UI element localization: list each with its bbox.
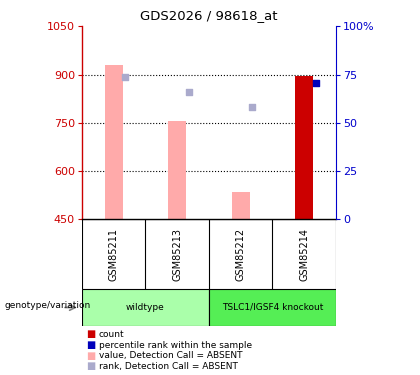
Text: GSM85213: GSM85213 [172,228,182,280]
Text: percentile rank within the sample: percentile rank within the sample [99,340,252,350]
Bar [209,289,336,326]
Point [249,104,255,110]
Point [122,74,129,80]
Text: GSM85214: GSM85214 [299,228,309,280]
Text: ■: ■ [86,330,95,339]
Text: TSLC1/IGSF4 knockout: TSLC1/IGSF4 knockout [222,303,323,312]
Text: count: count [99,330,124,339]
Title: GDS2026 / 98618_at: GDS2026 / 98618_at [140,9,278,22]
Bar [232,192,249,219]
Bar [168,121,186,219]
Bar [82,289,209,326]
Point [312,80,319,86]
Text: rank, Detection Call = ABSENT: rank, Detection Call = ABSENT [99,362,238,370]
Point [185,89,192,95]
Text: genotype/variation: genotype/variation [4,301,90,310]
Bar [295,76,313,219]
Text: ■: ■ [86,340,95,350]
Text: ■: ■ [86,361,95,371]
Text: GSM85211: GSM85211 [109,228,119,280]
Text: GSM85212: GSM85212 [236,228,246,280]
Text: wildtype: wildtype [126,303,165,312]
Text: ■: ■ [86,351,95,360]
Text: value, Detection Call = ABSENT: value, Detection Call = ABSENT [99,351,242,360]
Bar [105,65,123,219]
